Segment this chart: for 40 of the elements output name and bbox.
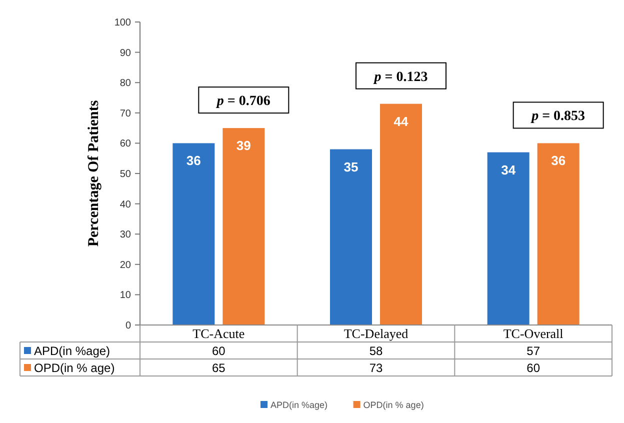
data-label: 60 bbox=[526, 361, 540, 375]
bar bbox=[172, 143, 215, 325]
text: OPD(in % age) bbox=[34, 361, 115, 375]
bar bbox=[222, 128, 265, 325]
annotation: 36 bbox=[186, 153, 201, 168]
annotation: p = 0.123 bbox=[373, 70, 428, 85]
y-tick-label: 100 bbox=[114, 18, 132, 28]
x-tick-label: TC-Acute bbox=[192, 326, 245, 341]
y-tick-label: 50 bbox=[120, 169, 132, 180]
bar bbox=[487, 152, 530, 325]
data-label: 58 bbox=[369, 344, 383, 358]
data-label: 60 bbox=[212, 344, 226, 358]
y-axis-title: Percentage Of Patients bbox=[86, 100, 102, 247]
bar bbox=[380, 104, 422, 325]
y-tick-label: 70 bbox=[120, 108, 132, 120]
annotation: 36 bbox=[551, 153, 566, 168]
y-tick-label: 30 bbox=[120, 230, 132, 241]
y-tick-label: 40 bbox=[120, 199, 132, 210]
y-tick-label: 80 bbox=[120, 78, 132, 90]
annotation: p = 0.853 bbox=[530, 109, 586, 124]
legend-label: OPD(in % age) bbox=[363, 400, 424, 410]
y-tick-label: 60 bbox=[120, 138, 132, 150]
y-tick-label: 10 bbox=[120, 290, 132, 302]
annotation: 34 bbox=[501, 162, 516, 178]
data-label: 73 bbox=[369, 361, 383, 375]
y-tick-label: 0 bbox=[125, 320, 132, 332]
annotation: 44 bbox=[394, 114, 409, 129]
y-tick-label: 20 bbox=[120, 260, 132, 271]
x-tick-label: TC-Overall bbox=[503, 326, 564, 341]
annotation: p = 0.706 bbox=[216, 94, 270, 110]
y-tick-label: 90 bbox=[120, 48, 132, 59]
x-tick-label: TC-Delayed bbox=[344, 326, 409, 341]
data-label: 57 bbox=[526, 344, 540, 358]
data-label: 65 bbox=[212, 361, 226, 375]
annotation: 39 bbox=[236, 138, 251, 154]
bar bbox=[330, 149, 372, 325]
text: APD(in %age) bbox=[270, 400, 328, 410]
annotation: 35 bbox=[344, 159, 358, 174]
bar bbox=[537, 143, 580, 325]
legend-label: APD(in %age) bbox=[34, 344, 110, 358]
